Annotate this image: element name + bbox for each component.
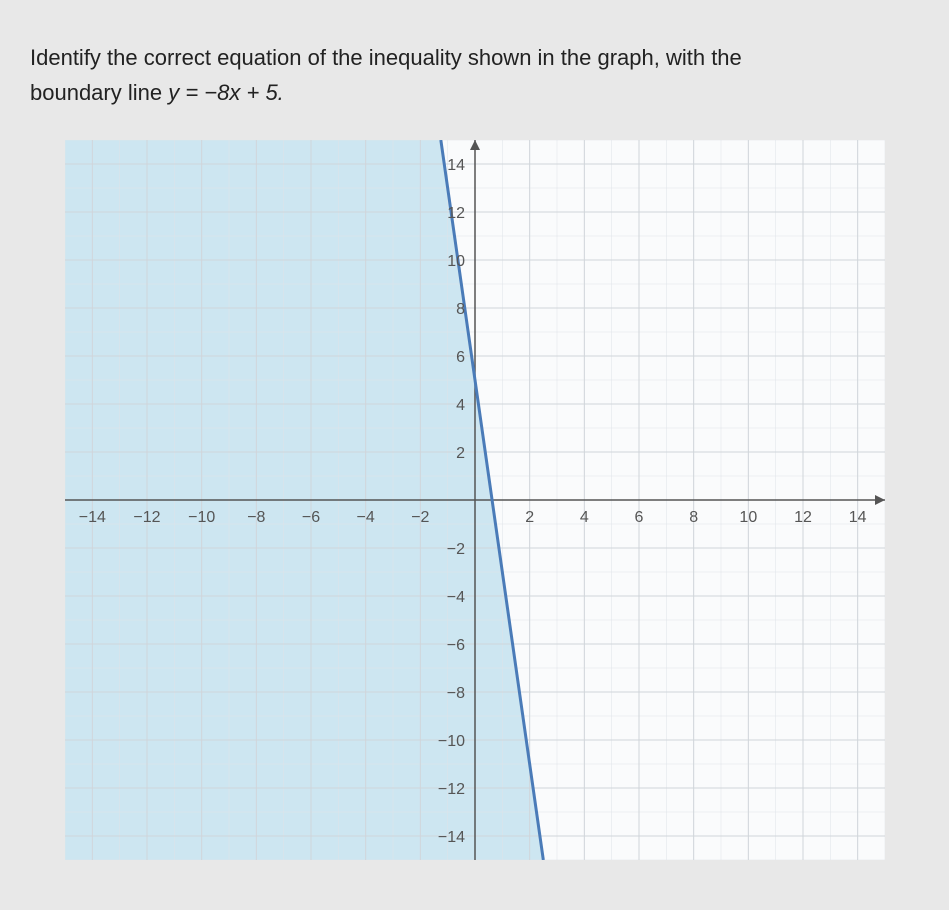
question-line1: Identify the correct equation of the ine…: [30, 45, 742, 70]
svg-text:4: 4: [579, 509, 588, 526]
svg-text:−12: −12: [437, 781, 464, 798]
svg-text:2: 2: [456, 445, 465, 462]
svg-text:−14: −14: [78, 509, 105, 526]
graph-svg: −14 −12 −10 −8 −6 −4 −2 2 4 6 8 10 12 14 14 12 10 8 6 4 2 −2 −…: [65, 140, 885, 860]
svg-text:10: 10: [447, 253, 465, 270]
svg-text:6: 6: [634, 509, 643, 526]
svg-text:2: 2: [525, 509, 534, 526]
svg-text:12: 12: [447, 205, 465, 222]
svg-text:−10: −10: [437, 733, 464, 750]
svg-text:4: 4: [456, 397, 465, 414]
svg-text:−4: −4: [446, 589, 464, 606]
svg-text:−12: −12: [133, 509, 160, 526]
svg-text:−4: −4: [356, 509, 374, 526]
question-line2-prefix: boundary line: [30, 80, 168, 105]
svg-text:−14: −14: [437, 829, 464, 846]
inequality-graph: −14 −12 −10 −8 −6 −4 −2 2 4 6 8 10 12 14 14 12 10 8 6 4 2 −2 −…: [65, 140, 885, 860]
svg-text:−6: −6: [301, 509, 319, 526]
svg-text:−8: −8: [446, 685, 464, 702]
svg-text:−8: −8: [247, 509, 265, 526]
svg-text:−2: −2: [411, 509, 429, 526]
svg-text:14: 14: [447, 157, 465, 174]
svg-text:−6: −6: [446, 637, 464, 654]
question-text: Identify the correct equation of the ine…: [30, 40, 919, 110]
svg-text:14: 14: [848, 509, 866, 526]
boundary-equation: y = −8x + 5.: [168, 80, 284, 105]
svg-text:6: 6: [456, 349, 465, 366]
svg-text:−10: −10: [188, 509, 215, 526]
svg-text:−2: −2: [446, 541, 464, 558]
svg-text:8: 8: [689, 509, 698, 526]
svg-text:8: 8: [456, 301, 465, 318]
svg-text:12: 12: [794, 509, 812, 526]
svg-text:10: 10: [739, 509, 757, 526]
